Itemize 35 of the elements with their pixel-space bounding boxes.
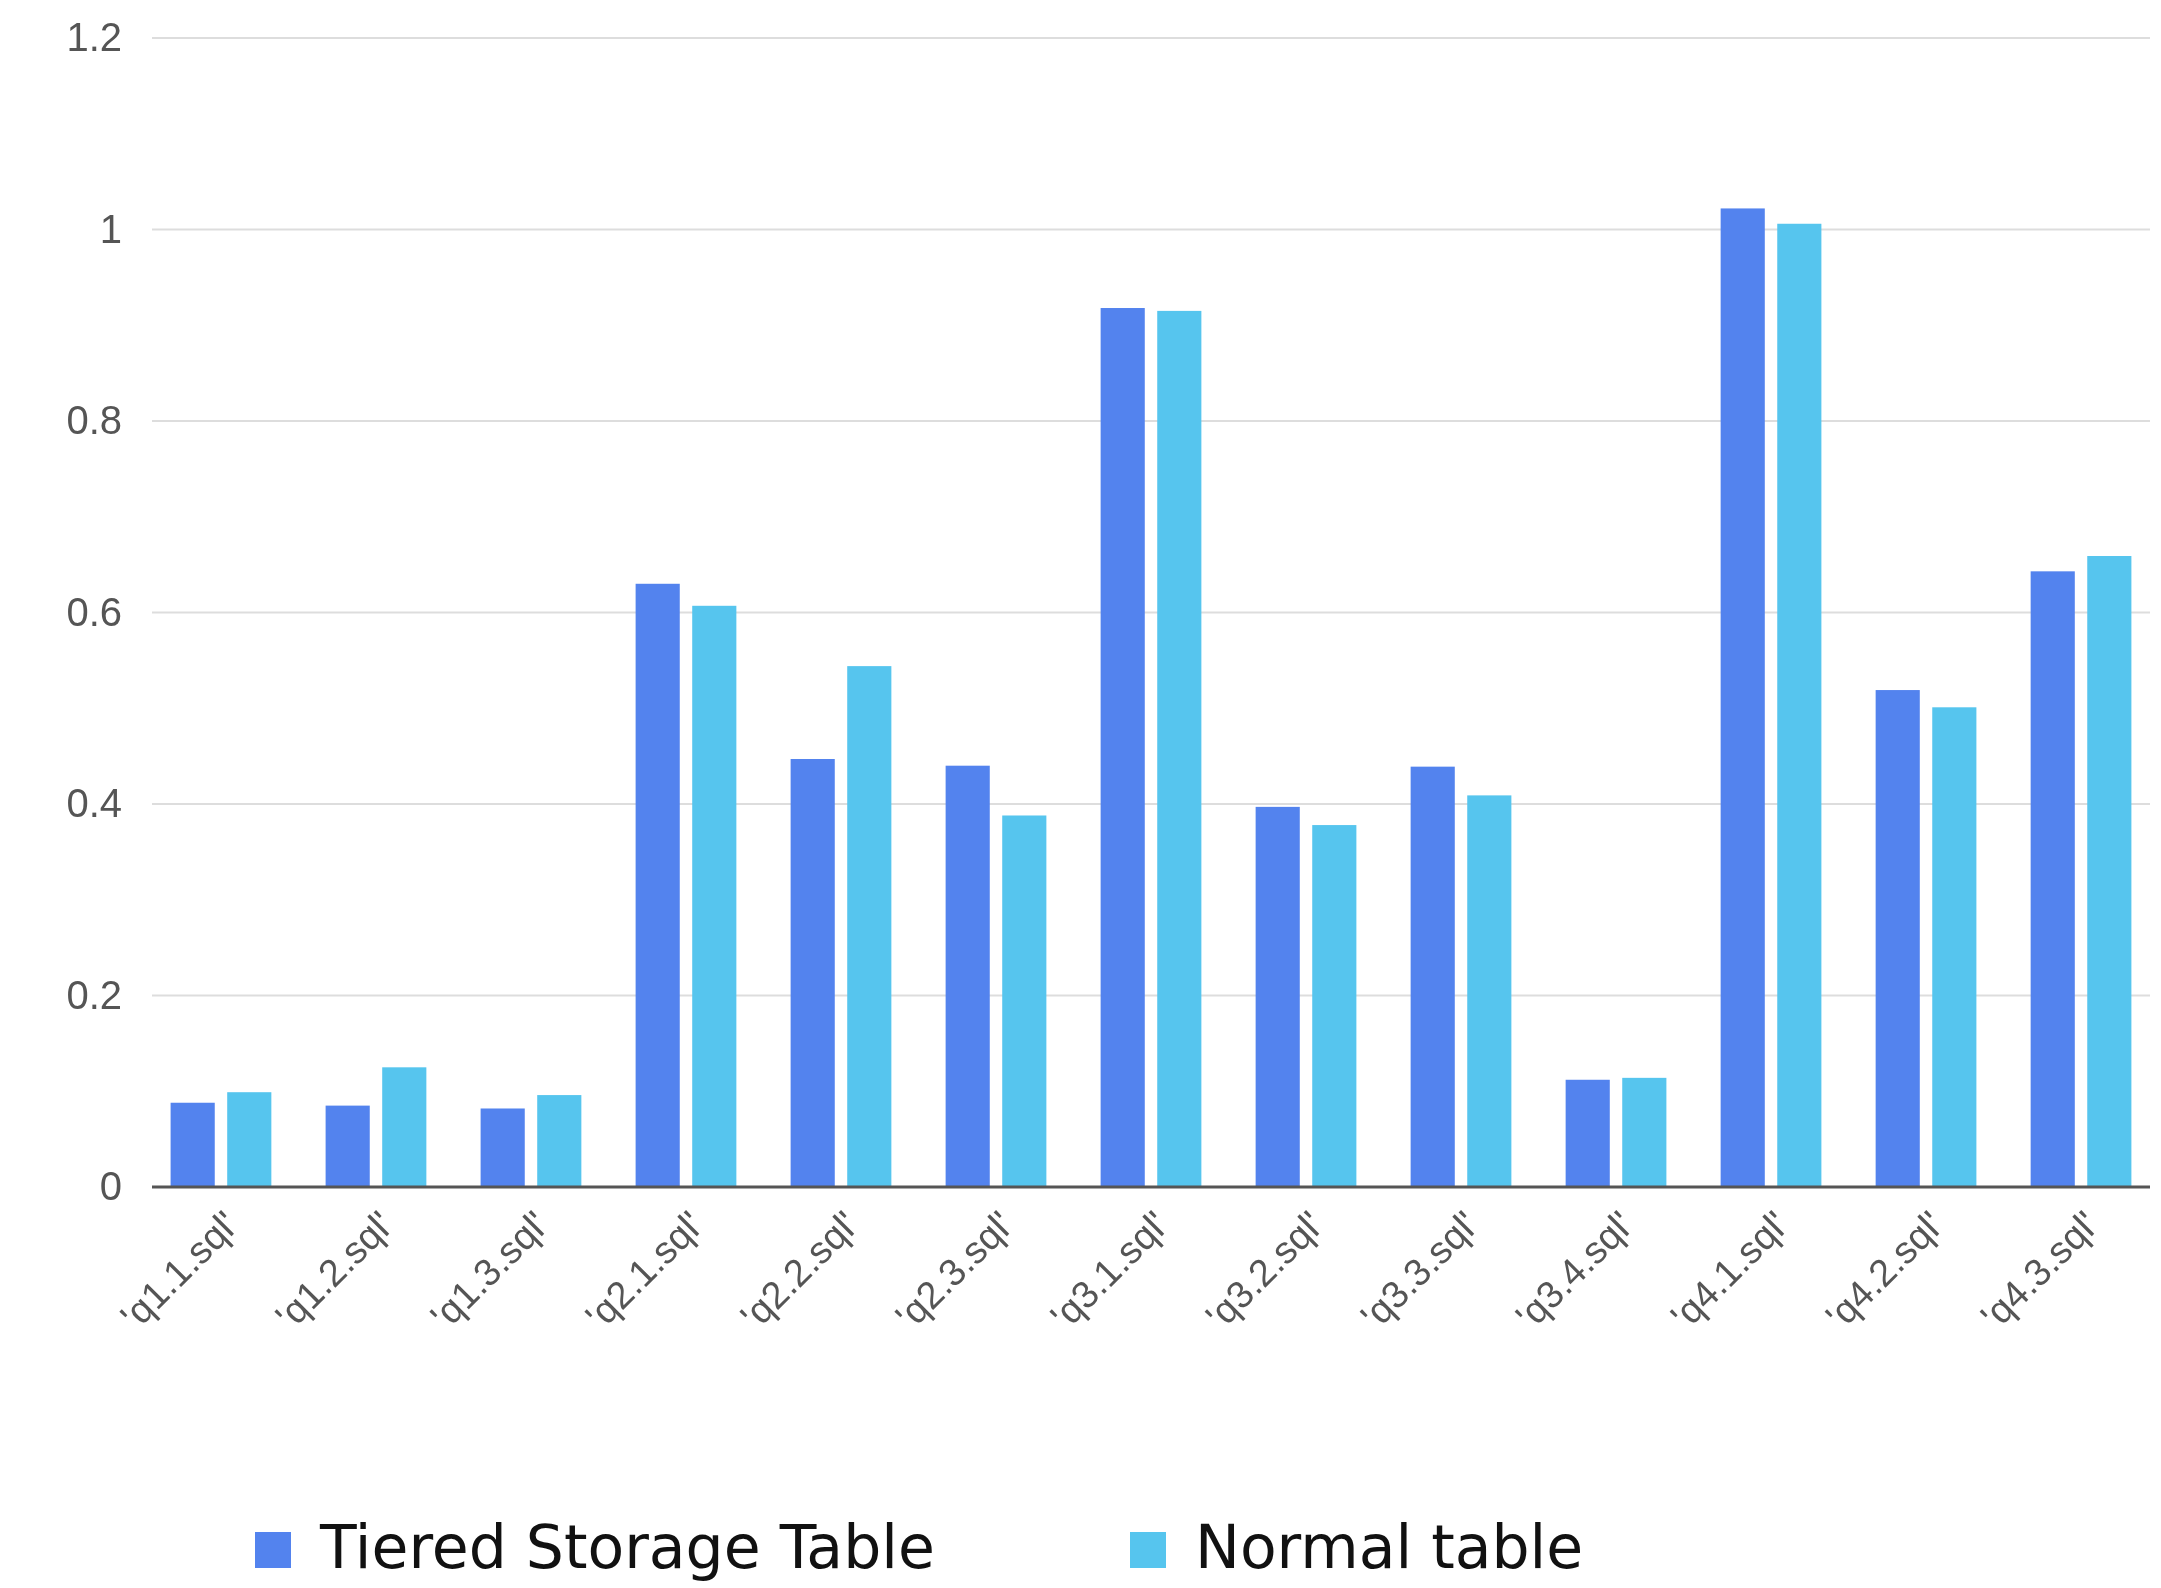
bar [2030, 571, 2075, 1187]
bar [1467, 795, 1512, 1187]
bar [227, 1092, 272, 1187]
bar [1875, 690, 1920, 1187]
bar [537, 1095, 582, 1187]
bar [635, 583, 680, 1187]
bar [1157, 310, 1202, 1187]
bar [847, 666, 892, 1187]
bar [945, 765, 990, 1187]
bar [1720, 208, 1765, 1187]
y-tick-label: 0.2 [66, 972, 122, 1017]
bar [2087, 556, 2132, 1187]
y-tick-label: 0.6 [66, 589, 122, 634]
bar [480, 1108, 525, 1187]
bar [1410, 766, 1455, 1187]
bar [1312, 825, 1357, 1187]
bar [1002, 815, 1047, 1187]
bar [1255, 806, 1300, 1187]
bar [170, 1102, 215, 1187]
bar [1100, 308, 1145, 1187]
bar [692, 605, 737, 1187]
y-tick-label: 0.8 [66, 398, 122, 443]
bar [325, 1105, 370, 1187]
bar [1565, 1079, 1610, 1187]
bar [790, 759, 835, 1187]
y-tick-label: 1 [99, 206, 122, 251]
bar [382, 1067, 427, 1187]
bar [1777, 223, 1822, 1187]
y-tick-label: 0.4 [66, 781, 122, 826]
y-tick-label: 1.2 [66, 15, 122, 60]
legend-label: Normal table [1195, 1512, 1584, 1582]
legend-label: Tiered Storage Table [319, 1512, 935, 1582]
bar [1932, 707, 1977, 1187]
bar [1622, 1077, 1667, 1187]
y-tick-label: 0 [99, 1164, 122, 1209]
